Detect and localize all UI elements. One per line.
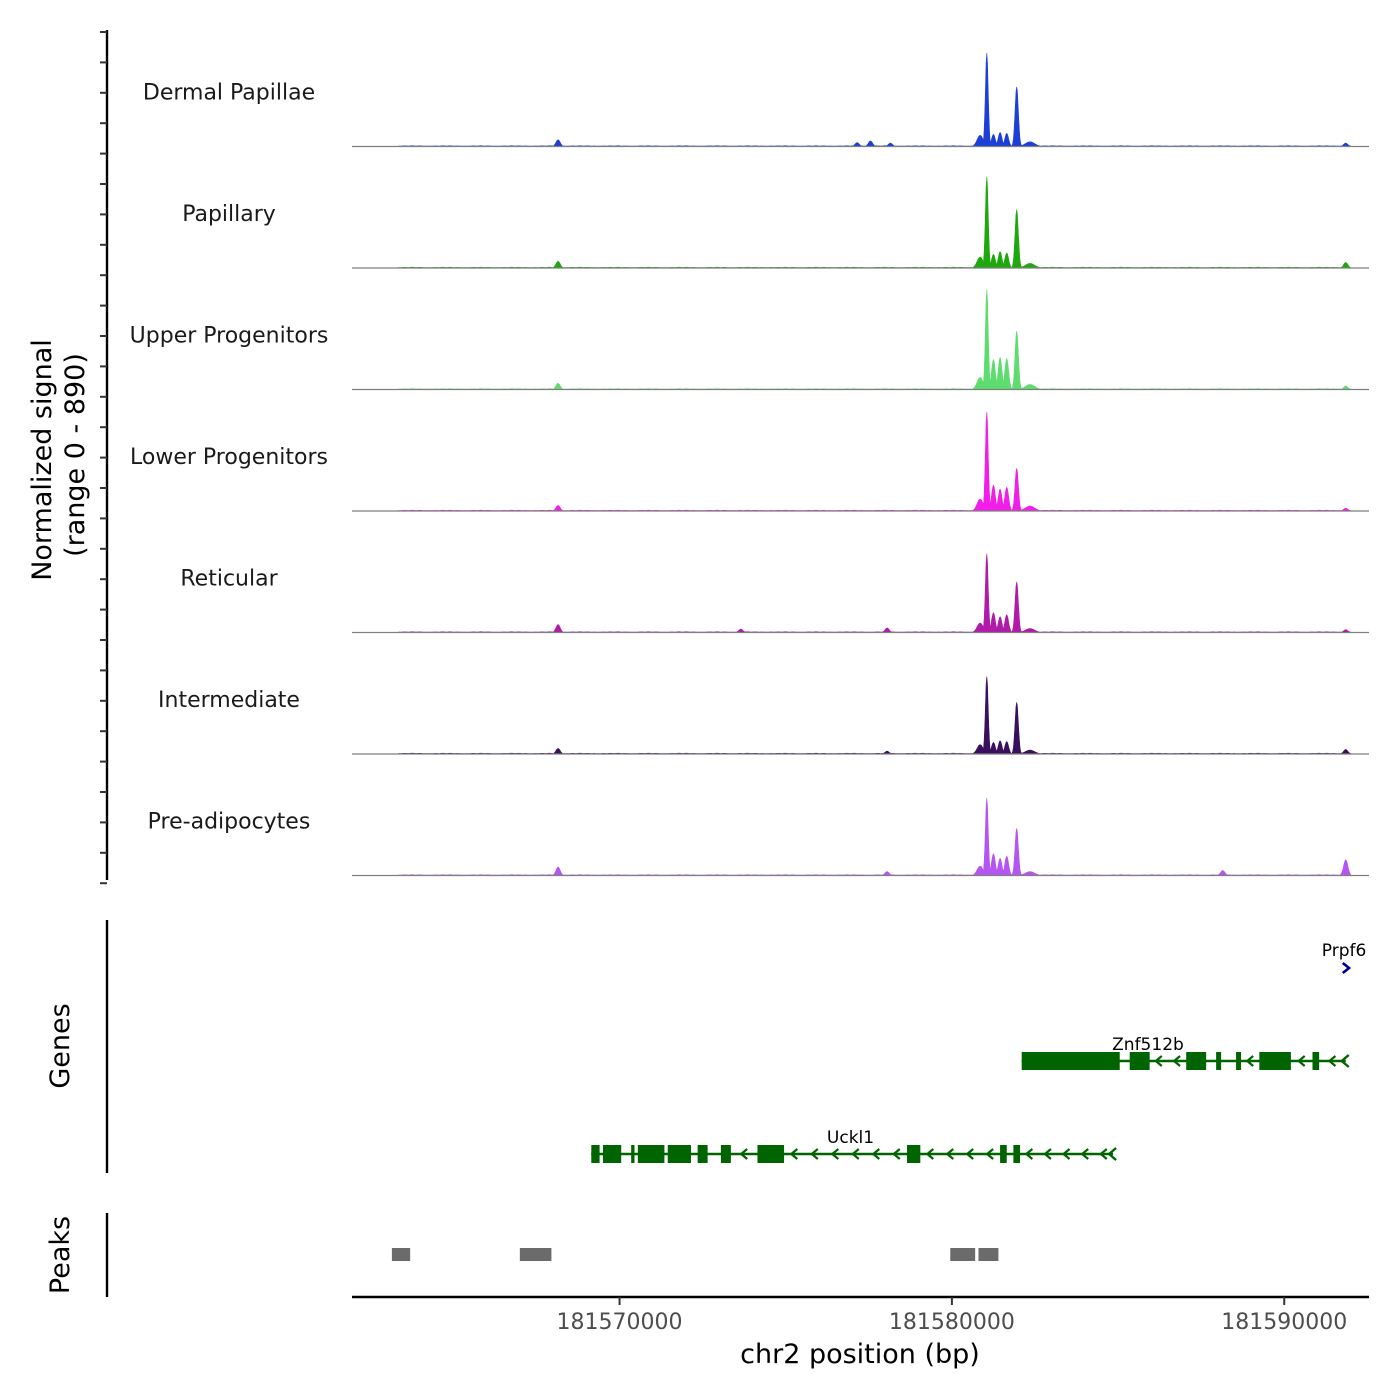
- gene-strand-chevron: [925, 1148, 934, 1160]
- gene-strand-chevron: [965, 1148, 974, 1160]
- gene-exon: [1013, 1145, 1021, 1163]
- gene-strand-chevron: [830, 1148, 840, 1160]
- gene-annotation-track: Genes Prpf6 Znf512b Uckl1: [45, 920, 1366, 1173]
- track-label: Intermediate: [158, 688, 300, 713]
- gene-uckl1: Uckl1: [591, 1128, 1117, 1163]
- track-pre-adipocytes: Pre-adipocytes: [148, 797, 1369, 877]
- gene-strand-chevron: [1154, 1055, 1163, 1067]
- gene-strand-chevron: [1061, 1148, 1071, 1160]
- x-tick-label: 181580000: [889, 1310, 1015, 1335]
- track-dermal-papillae: Dermal Papillae: [143, 53, 1369, 148]
- gene-strand-chevron: [985, 1148, 994, 1160]
- track-label: Reticular: [180, 567, 278, 592]
- gene-znf512b: Znf512b: [1021, 1035, 1350, 1070]
- gene-strand-chevron: [1172, 1055, 1181, 1067]
- x-axis: chr2 position (bp) 181570000 181580000 181…: [352, 1295, 1369, 1370]
- peaks-track-label: Peaks: [45, 1216, 76, 1294]
- gene-exon: [720, 1145, 731, 1163]
- track-papillary: Papillary: [182, 176, 1369, 269]
- gene-exon: [1312, 1052, 1320, 1070]
- track-area: [398, 176, 1352, 269]
- gene-strand-chevron: [871, 1148, 880, 1160]
- gene-arrow: [1341, 961, 1352, 975]
- y-axis-label-line1: Normalized signal: [27, 339, 58, 581]
- genes-track-label: Genes: [45, 1003, 76, 1088]
- gene-label: Znf512b: [1112, 1035, 1184, 1055]
- peak-region: [978, 1248, 999, 1261]
- gene-exon: [591, 1145, 600, 1163]
- gene-strand-chevron: [1024, 1148, 1034, 1160]
- gene-exon: [602, 1145, 622, 1163]
- gene-exon: [1259, 1052, 1291, 1070]
- track-label: Pre-adipocytes: [148, 810, 311, 835]
- gene-exon: [1021, 1052, 1120, 1070]
- gene-exon: [667, 1145, 691, 1163]
- track-lower-progenitors: Lower Progenitors: [130, 412, 1369, 512]
- gene-label: Prpf6: [1322, 941, 1367, 961]
- track-area: [398, 412, 1352, 512]
- track-area: [398, 553, 1352, 633]
- track-area: [398, 797, 1352, 876]
- gene-strand-chevron: [1327, 1055, 1337, 1067]
- x-tick-label: 181590000: [1221, 1310, 1347, 1335]
- signal-y-axis: [100, 30, 109, 885]
- gene-strand-chevron: [945, 1148, 954, 1160]
- gene-exon: [1236, 1052, 1242, 1070]
- gene-strand-chevron: [1245, 1055, 1254, 1067]
- track-label: Dermal Papillae: [143, 81, 315, 106]
- gene-exon: [631, 1145, 635, 1163]
- gene-strand-chevron: [789, 1148, 799, 1160]
- gene-end-chevron: [1107, 1147, 1117, 1161]
- gene-exon: [1186, 1052, 1207, 1070]
- peak-region: [950, 1248, 976, 1261]
- track-label: Lower Progenitors: [130, 445, 328, 470]
- gene-exon: [1216, 1052, 1222, 1070]
- gene-strand-chevron: [1043, 1148, 1052, 1160]
- x-tick-label: 181570000: [557, 1310, 683, 1335]
- gene-exon: [697, 1145, 708, 1163]
- x-axis-label: chr2 position (bp): [740, 1339, 980, 1370]
- gene-exon: [1129, 1052, 1150, 1070]
- gene-exon: [907, 1145, 921, 1163]
- peak-region: [519, 1248, 552, 1261]
- track-area: [398, 676, 1352, 755]
- gene-strand-chevron: [810, 1148, 819, 1160]
- gene-strand-chevron: [851, 1148, 860, 1160]
- gene-strand-chevron: [892, 1148, 901, 1160]
- gene-exon: [637, 1145, 665, 1163]
- track-label: Papillary: [182, 202, 276, 227]
- track-intermediate: Intermediate: [158, 676, 1369, 755]
- gene-exon: [1000, 1145, 1007, 1163]
- gene-strand-chevron: [1080, 1148, 1089, 1160]
- peak-region: [391, 1248, 411, 1261]
- gene-prpf6: Prpf6: [1322, 941, 1367, 975]
- gene-strand-chevron: [1296, 1055, 1306, 1067]
- gene-strand-chevron: [1099, 1148, 1108, 1160]
- coverage-tracks: Dermal Papillae Papillary Upper Progenitor…: [130, 53, 1369, 877]
- gene-label: Uckl1: [827, 1128, 874, 1148]
- track-reticular: Reticular: [180, 553, 1369, 634]
- gene-end-chevron: [1339, 1054, 1350, 1068]
- track-area: [398, 289, 1352, 390]
- y-axis-label-line2: (range 0 - 890): [60, 353, 91, 557]
- track-label: Upper Progenitors: [130, 324, 329, 349]
- track-area: [398, 53, 1352, 147]
- peaks-track: Peaks: [45, 1213, 999, 1297]
- track-upper-progenitors: Upper Progenitors: [130, 289, 1369, 391]
- gene-exon: [757, 1145, 785, 1163]
- gene-strand-chevron: [739, 1148, 748, 1160]
